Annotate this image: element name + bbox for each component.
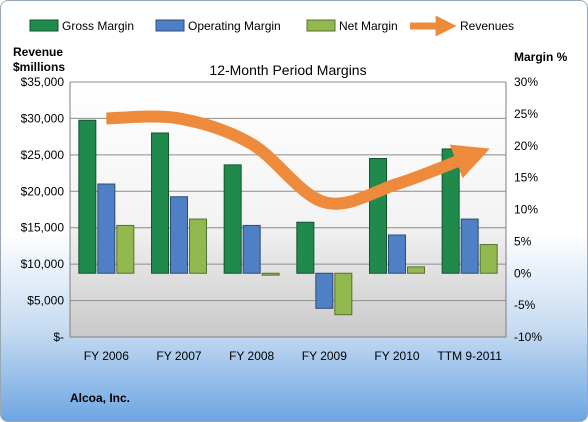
legend-label: Net Margin <box>339 19 398 33</box>
bar-gross-margin <box>223 164 242 274</box>
legend-label: Gross Margin <box>62 19 134 33</box>
legend-swatch <box>155 19 185 32</box>
bar-gross-margin <box>78 119 97 274</box>
bar-operating-margin <box>388 234 406 274</box>
bar-operating-margin <box>460 218 479 274</box>
bar-net-margin <box>261 272 280 276</box>
right-tick-label: -10% <box>514 330 542 344</box>
left-tick-label: $10,000 <box>21 257 65 271</box>
bar-operating-margin <box>315 272 334 309</box>
right-tick-label: 20% <box>514 139 538 153</box>
right-tick-label: 5% <box>514 234 532 248</box>
x-tick-label: TTM 9-2011 <box>437 349 502 363</box>
legend-label: Revenues <box>460 19 514 33</box>
legend-swatch <box>306 19 336 32</box>
right-tick-label: -5% <box>514 298 536 312</box>
bar-operating-margin <box>170 196 188 274</box>
left-axis-title-units: $millions <box>13 60 65 74</box>
left-tick-label: $20,000 <box>21 184 65 198</box>
legend-swatch <box>29 19 59 32</box>
x-tick-label: FY 2009 <box>302 349 347 363</box>
chart-title: 12-Month Period Margins <box>209 62 366 78</box>
x-tick-label: FY 2007 <box>156 349 201 363</box>
right-tick-label: 30% <box>514 75 538 89</box>
revenues-line <box>106 110 490 210</box>
bar-net-margin <box>407 266 425 274</box>
bar-net-margin <box>479 244 498 274</box>
legend-item-net-margin: Net Margin <box>306 19 398 33</box>
bar-gross-margin <box>296 221 315 274</box>
legend-item-operating-margin: Operating Margin <box>155 19 281 33</box>
bar-net-margin <box>334 272 353 316</box>
legend-item-gross-margin: Gross Margin <box>29 19 134 33</box>
bar-gross-margin <box>369 158 387 274</box>
right-tick-label: 15% <box>514 171 538 185</box>
left-tick-label: $- <box>53 330 64 344</box>
right-tick-label: 0% <box>514 266 532 280</box>
x-tick-label: FY 2010 <box>374 349 419 363</box>
company-name: Alcoa, Inc. <box>70 391 130 405</box>
bar-operating-margin <box>97 183 116 274</box>
x-tick-label: FY 2006 <box>84 349 129 363</box>
left-tick-label: $35,000 <box>21 75 65 89</box>
bar-net-margin <box>189 218 207 274</box>
left-tick-label: $30,000 <box>21 111 65 125</box>
plot-area <box>70 82 506 337</box>
left-tick-label: $15,000 <box>21 221 65 235</box>
bar-gross-margin <box>151 132 169 274</box>
left-axis-title: Revenue <box>13 45 63 59</box>
legend-item-revenues: Revenues <box>410 15 514 37</box>
right-tick-label: 25% <box>514 107 538 121</box>
bar-net-margin <box>116 224 135 274</box>
right-tick-label: 10% <box>514 203 538 217</box>
legend-label: Operating Margin <box>188 19 281 33</box>
bar-operating-margin <box>242 224 261 274</box>
x-tick-label: FY 2008 <box>229 349 274 363</box>
left-tick-label: $25,000 <box>21 148 65 162</box>
left-tick-label: $5,000 <box>27 294 64 308</box>
right-axis-title: Margin % <box>514 50 568 64</box>
